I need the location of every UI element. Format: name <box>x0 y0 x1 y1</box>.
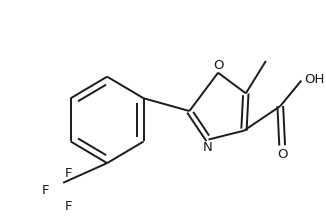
Text: N: N <box>203 141 213 154</box>
Text: O: O <box>277 148 288 161</box>
Text: F: F <box>65 167 73 180</box>
Text: F: F <box>42 184 50 197</box>
Text: OH: OH <box>304 73 325 86</box>
Text: O: O <box>213 59 223 72</box>
Text: F: F <box>65 200 73 213</box>
